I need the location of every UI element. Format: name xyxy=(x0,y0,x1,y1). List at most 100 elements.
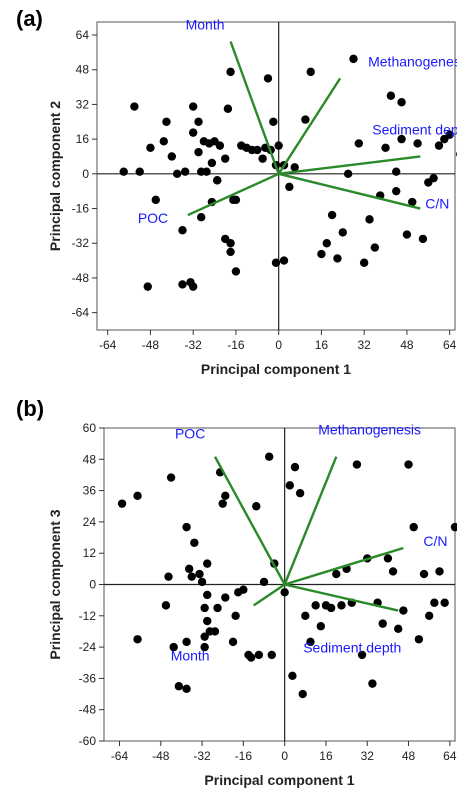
data-point xyxy=(178,280,187,289)
x-axis-title: Principal component 1 xyxy=(204,772,354,788)
loading-vector xyxy=(253,583,286,607)
data-point xyxy=(404,460,413,469)
data-point xyxy=(133,635,142,644)
x-tick-label: 48 xyxy=(400,338,414,352)
x-tick-label: 64 xyxy=(443,338,457,352)
data-point xyxy=(239,585,248,594)
data-point xyxy=(143,282,152,291)
data-point xyxy=(301,611,310,620)
data-point xyxy=(194,117,203,126)
data-point xyxy=(280,588,289,597)
data-point xyxy=(151,195,160,205)
loading-vector xyxy=(283,456,338,585)
data-point xyxy=(445,130,454,139)
data-point xyxy=(190,538,199,547)
data-point xyxy=(174,682,184,691)
loading-vector xyxy=(277,77,342,175)
y-tick-label: 32 xyxy=(76,97,90,111)
data-point xyxy=(301,115,310,124)
data-point xyxy=(399,606,408,615)
y-tick-label: 24 xyxy=(83,515,97,529)
data-point xyxy=(221,234,230,244)
data-point xyxy=(327,210,337,220)
data-point xyxy=(258,154,267,163)
data-point xyxy=(221,154,230,163)
data-point xyxy=(357,650,367,660)
data-point xyxy=(264,452,274,461)
data-point xyxy=(295,489,305,498)
x-tick-label: -48 xyxy=(142,338,160,352)
data-point xyxy=(200,632,209,641)
data-point xyxy=(213,603,222,613)
y-axis-title: Principal component 2 xyxy=(47,101,63,251)
data-point xyxy=(203,590,212,600)
y-tick-label: 16 xyxy=(76,132,90,146)
data-point xyxy=(188,128,198,137)
vector-label: Month xyxy=(186,17,225,33)
data-point xyxy=(392,167,401,176)
vector-label: C/N xyxy=(423,533,447,549)
vector-label: Methanogenesis xyxy=(368,53,457,69)
data-point xyxy=(164,572,173,581)
data-point xyxy=(288,671,297,680)
data-point xyxy=(326,603,336,613)
data-point xyxy=(182,522,191,532)
biplot-a: -64 -48 -32 -16 0 16 32 48 64 64 48 32 16 0 -16 -32 -48 -… xyxy=(47,17,457,377)
data-point xyxy=(408,197,417,207)
x-tick-label: 0 xyxy=(281,749,288,763)
data-point xyxy=(285,182,294,192)
y-tick-label: 48 xyxy=(76,63,90,77)
data-point xyxy=(269,117,278,126)
data-point xyxy=(246,653,256,662)
data-point xyxy=(365,215,374,224)
x-tick-label: 64 xyxy=(443,749,457,763)
x-tick-label: 0 xyxy=(275,338,282,352)
x-tick-label: -64 xyxy=(111,749,129,763)
loading-vector xyxy=(278,155,421,176)
plot-frame xyxy=(96,21,456,331)
data-point xyxy=(419,569,429,579)
data-point xyxy=(290,163,299,172)
data-point xyxy=(182,637,191,647)
data-point xyxy=(133,491,142,501)
data-point xyxy=(316,622,325,631)
data-point xyxy=(253,145,262,155)
data-point xyxy=(394,624,403,634)
y-tick-label: -48 xyxy=(79,703,97,717)
data-point xyxy=(378,619,387,628)
data-point xyxy=(231,267,241,276)
data-point xyxy=(252,502,261,511)
data-point xyxy=(162,117,171,126)
y-tick-label: 64 xyxy=(76,28,90,42)
y-tick-label: -36 xyxy=(79,671,97,685)
data-point xyxy=(381,143,390,153)
data-point xyxy=(187,572,196,581)
data-point xyxy=(203,616,212,626)
x-tick-label: 32 xyxy=(357,338,371,352)
vector-label: Methanogenesis xyxy=(318,422,421,438)
loading-vector xyxy=(213,456,286,586)
data-point xyxy=(196,213,206,222)
data-point xyxy=(226,247,235,257)
x-tick-label: -64 xyxy=(99,338,117,352)
y-tick-label: -64 xyxy=(72,306,90,320)
vector-label: POC xyxy=(175,426,205,442)
data-point xyxy=(218,499,227,508)
data-point xyxy=(221,491,230,501)
data-point xyxy=(228,637,238,647)
data-point xyxy=(180,167,190,176)
y-tick-label: 0 xyxy=(89,578,96,592)
x-tick-label: -48 xyxy=(152,749,170,763)
loading-vector xyxy=(284,546,404,586)
data-point xyxy=(298,689,307,699)
data-point xyxy=(414,635,424,644)
y-tick-label: 36 xyxy=(83,484,97,498)
data-point xyxy=(184,564,194,574)
data-point xyxy=(226,67,235,77)
data-point xyxy=(338,228,347,237)
x-tick-label: -32 xyxy=(185,338,203,352)
data-point xyxy=(386,91,396,100)
data-point xyxy=(130,102,139,111)
y-tick-label: -48 xyxy=(72,271,90,285)
data-point xyxy=(135,167,144,176)
